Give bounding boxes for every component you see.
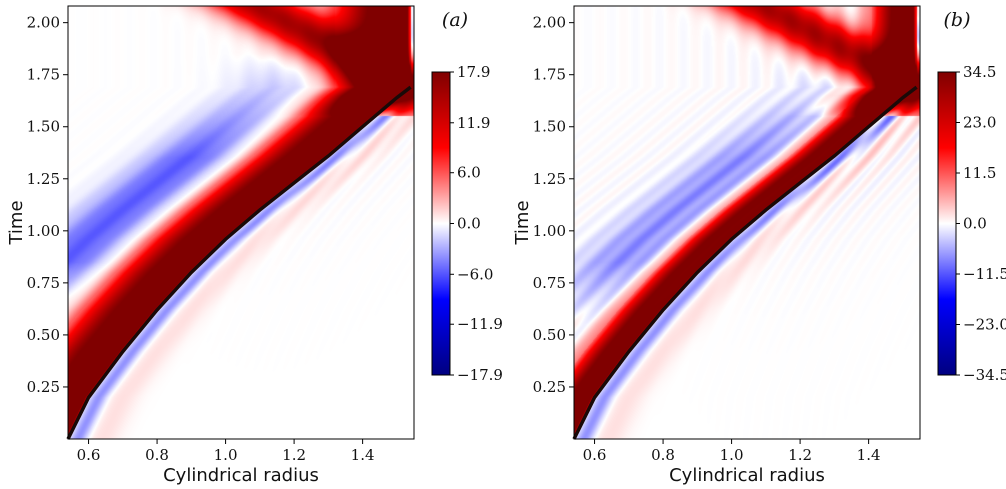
colorbar-tick-label: −17.9 — [457, 366, 503, 384]
heatmap-image — [574, 6, 920, 439]
colorbar-tick-label: −11.9 — [457, 315, 503, 333]
colorbar-tick-label: 34.5 — [963, 63, 996, 81]
colorbar — [937, 71, 957, 376]
y-tick-label: 0.75 — [533, 274, 566, 292]
colorbar — [431, 71, 451, 376]
colorbar-tick-label: 0.0 — [963, 215, 987, 233]
panel-a: 0.6 0.8 1.0 1.2 1.4 0.25 0.50 0.75 1.00 1.25 1.50 1… — [6, 5, 503, 486]
front-line — [66, 85, 412, 440]
colorbar-tick-label: −11.5 — [963, 265, 1006, 283]
plot-frame — [573, 5, 921, 440]
front-line — [572, 85, 918, 440]
panel-b: 0.6 0.8 1.0 1.2 1.4 0.25 0.50 0.75 1.00 1.25 1.50 1… — [512, 5, 1006, 486]
x-tick-label: 1.2 — [788, 446, 812, 464]
y-tick-label: 1.75 — [27, 66, 60, 84]
colorbar-tick-label: 11.9 — [457, 114, 490, 132]
x-tick-label: 1.0 — [214, 446, 238, 464]
y-tick-label: 0.50 — [533, 326, 566, 344]
y-tick-label: 2.00 — [27, 14, 60, 32]
y-tick-label: 2.00 — [533, 14, 566, 32]
y-tick-label: 0.25 — [533, 378, 566, 396]
panel-label: (a) — [442, 9, 468, 31]
y-tick-label: 1.50 — [533, 118, 566, 136]
x-tick-label: 0.6 — [583, 446, 607, 464]
colorbar-tick-label: 17.9 — [457, 63, 490, 81]
colorbar-tick-label: 6.0 — [457, 164, 481, 182]
x-tick-label: 1.4 — [857, 446, 881, 464]
y-axis-label: Time — [512, 200, 533, 245]
x-tick-label: 1.0 — [720, 446, 744, 464]
x-tick-label: 0.8 — [651, 446, 675, 464]
y-tick-label: 1.50 — [27, 118, 60, 136]
y-tick-label: 0.25 — [27, 378, 60, 396]
y-tick-label: 0.50 — [27, 326, 60, 344]
x-axis-label: Cylindrical radius — [669, 465, 825, 486]
colorbar-tick-label: 11.5 — [963, 164, 996, 182]
x-tick-label: 1.2 — [282, 446, 306, 464]
x-tick-label: 0.6 — [77, 446, 101, 464]
y-tick-label: 1.00 — [533, 222, 566, 240]
heatmap-image — [68, 6, 414, 439]
y-axis-label: Time — [6, 200, 27, 245]
colorbar-tick-label: −6.0 — [457, 265, 493, 283]
y-tick-label: 1.25 — [533, 170, 566, 188]
panel-label: (b) — [944, 9, 971, 31]
x-axis-label: Cylindrical radius — [163, 465, 319, 486]
plot-frame — [67, 5, 415, 440]
x-tick-label: 1.4 — [351, 446, 375, 464]
colorbar-tick-label: 0.0 — [457, 215, 481, 233]
x-tick-label: 0.8 — [145, 446, 169, 464]
colorbar-tick-label: −23.0 — [963, 316, 1006, 334]
y-tick-label: 1.25 — [27, 170, 60, 188]
y-tick-label: 0.75 — [27, 274, 60, 292]
y-tick-label: 1.00 — [27, 222, 60, 240]
colorbar-tick-label: 23.0 — [963, 114, 996, 132]
y-tick-label: 1.75 — [533, 66, 566, 84]
colorbar-tick-label: −34.5 — [963, 366, 1006, 384]
